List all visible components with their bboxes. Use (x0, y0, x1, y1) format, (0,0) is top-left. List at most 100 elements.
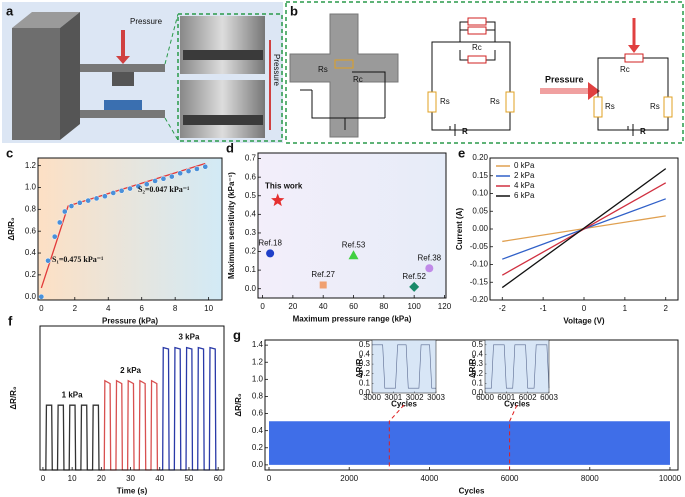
y-tick-label: 0.6 (245, 172, 257, 181)
pressure-arrow-head (628, 45, 640, 53)
x-tick-label: 8000 (581, 474, 599, 483)
y-axis-label: ΔR/R₀ (7, 217, 16, 241)
y-tick-label: 0.7 (245, 154, 257, 163)
y-tick-label: 0.5 (245, 191, 257, 200)
x-tick-label: 0 (260, 302, 265, 311)
plot-frame (257, 152, 447, 299)
y-tick-label: 0.0 (472, 388, 484, 397)
data-point (118, 187, 125, 194)
y-tick-label: 0.8 (252, 392, 264, 401)
block-top (12, 12, 80, 28)
panel-label: f (8, 313, 13, 328)
x-tick-label: 40 (155, 474, 164, 483)
line (159, 346, 219, 471)
data-point (266, 249, 275, 258)
y-tick-label: 0.6 (25, 226, 37, 235)
annotation: S₂=0.047 kPa⁻¹ (138, 185, 190, 194)
x-tick-label: 2 (664, 304, 669, 313)
x-tick-label: 10000 (659, 474, 682, 483)
area (269, 421, 670, 465)
plot-background (372, 340, 436, 393)
data-point (143, 181, 150, 188)
y-tick-label: 0.4 (359, 350, 371, 359)
zoom-line (164, 13, 179, 65)
y-tick-label: 1.0 (25, 183, 37, 192)
x-axis-label: Cycles (504, 400, 530, 409)
pressure-label: Pressure (130, 17, 163, 26)
y-tick-label: 0.4 (252, 426, 264, 435)
y-tick-label: 0.20 (472, 153, 488, 162)
data-point (185, 168, 192, 174)
wire (300, 71, 386, 130)
panel-label: c (6, 145, 13, 160)
x-tick-label: 30 (126, 474, 135, 483)
y-tick-label: 0.00 (472, 224, 488, 233)
x-tick-label: 3002 (406, 393, 424, 402)
data-point (102, 193, 108, 200)
photo (180, 16, 265, 74)
y-tick-label: 0.4 (25, 248, 37, 257)
y-axis-label: ΔR/R₀ (234, 393, 243, 417)
line (372, 344, 436, 389)
data-point (61, 208, 68, 215)
battery-label: R (640, 127, 646, 136)
y-tick-label: 0.3 (245, 228, 257, 237)
photo-plate (183, 115, 263, 125)
data-point (271, 193, 285, 207)
panel-a: Pressure Pressure a (2, 2, 283, 143)
x-tick-label: 3003 (427, 393, 445, 402)
x-tick-label: 40 (319, 302, 328, 311)
panel-label: a (6, 3, 14, 18)
zoom-line (164, 117, 179, 141)
line (101, 379, 160, 471)
panel-label: e (458, 145, 465, 160)
data-point (348, 250, 359, 260)
x-tick-label: 0 (41, 474, 46, 483)
inset-connector (388, 404, 405, 470)
y-tick-label: 0.3 (472, 359, 484, 368)
y-tick-label: 0.2 (25, 270, 37, 279)
block-front (12, 28, 60, 140)
resistor (467, 55, 487, 64)
point-label: Ref.27 (311, 270, 335, 279)
battery-label: R (462, 127, 468, 136)
resistor-label: Rs (605, 102, 615, 111)
data-point (76, 199, 83, 206)
x-tick-label: 4000 (420, 474, 438, 483)
indenter (112, 72, 134, 86)
lower-plate (80, 110, 165, 118)
x-tick-label: -2 (499, 304, 507, 313)
plot-frame (39, 325, 225, 471)
y-tick-label: 0.2 (359, 369, 371, 378)
data-point (127, 185, 133, 192)
x-tick-label: 2000 (340, 474, 358, 483)
plot-frame (264, 339, 679, 471)
y-axis-label: ΔR/R₀ (468, 355, 477, 379)
data-point (160, 175, 167, 182)
plot-background (258, 153, 446, 298)
resistor-label: Rs (650, 102, 660, 111)
y-tick-label: 0.1 (472, 378, 484, 387)
x-tick-label: 100 (407, 302, 421, 311)
data-point (319, 281, 327, 289)
data-point (85, 197, 92, 204)
data-point (51, 233, 58, 240)
resistor (663, 96, 673, 118)
y-tick-label: 0.10 (472, 189, 488, 198)
x-tick-label: 80 (379, 302, 388, 311)
y-axis-label: ΔR/R₀ (9, 386, 18, 410)
data-point (38, 293, 45, 300)
x-tick-label: 3001 (384, 393, 402, 402)
data-point (152, 178, 158, 184)
resistor (467, 17, 487, 26)
y-tick-label: 0.0 (359, 388, 371, 397)
x-axis-label: Voltage (V) (563, 316, 605, 325)
y-tick-label: 0.0 (245, 284, 257, 293)
y-tick-label: 0.4 (245, 209, 257, 218)
x-tick-label: 6 (139, 304, 144, 313)
data-point (68, 203, 75, 209)
line (485, 344, 550, 389)
y-tick-label: 0.2 (472, 369, 484, 378)
inset-connector (509, 404, 518, 470)
